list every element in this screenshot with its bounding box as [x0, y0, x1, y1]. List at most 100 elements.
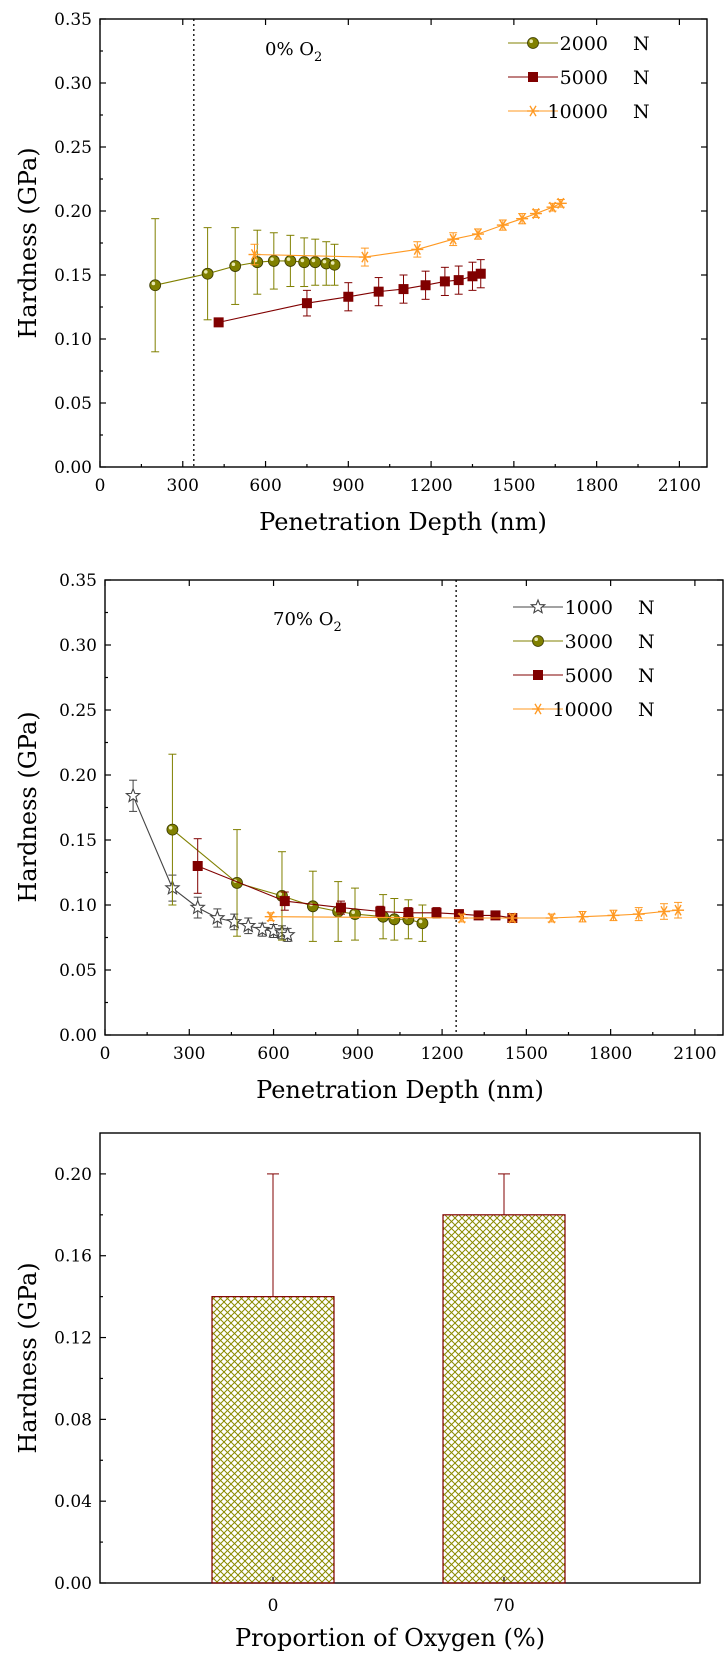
asterisk-stroke: [609, 909, 618, 921]
star-marker: [240, 917, 257, 933]
data-point: [229, 260, 242, 272]
data-point: [506, 912, 519, 924]
series-line: [218, 273, 481, 323]
x-tick-label: 70: [493, 1596, 515, 1616]
bar-0: [211, 1173, 335, 1584]
square-marker: [373, 286, 384, 297]
axis-ticks: [104, 579, 723, 1036]
y-tick-label: 0.20: [54, 1165, 92, 1185]
data-point: [439, 276, 450, 287]
x-tick-label: 1500: [505, 1044, 548, 1064]
data-point: [403, 907, 414, 918]
legend-label: 10000: [553, 699, 613, 721]
data-point: [411, 243, 424, 255]
star-marker: [254, 921, 271, 937]
circle-marker: [149, 279, 162, 292]
star-marker: [279, 926, 296, 942]
data-point: [358, 251, 371, 263]
chart-0-percent-oxygen: 0 300 600 900 1200 1500 1800 2100 0.000.050.100…: [14, 10, 708, 536]
x-tick-label: 1800: [575, 476, 618, 496]
star-marker: [529, 598, 547, 614]
series-layer: [149, 197, 567, 353]
marker-highlight: [286, 257, 291, 261]
x-axis-label: Penetration Depth (nm): [259, 508, 547, 536]
legend-marker: [529, 598, 547, 614]
y-axis-label: Hardness (GPa): [14, 1262, 42, 1453]
data-point: [301, 298, 312, 309]
asterisk-stroke: [413, 243, 421, 255]
square-marker: [279, 896, 290, 907]
data-point: [284, 255, 297, 267]
marker-highlight: [168, 826, 173, 830]
y-tick-label: 0.12: [54, 1329, 92, 1349]
axis-ticks: [99, 18, 707, 468]
marker-highlight: [231, 262, 236, 267]
asterisk-stroke: [534, 703, 542, 715]
square-marker: [192, 861, 203, 871]
x-tick-label: 1500: [492, 476, 535, 496]
data-point: [189, 899, 206, 915]
data-point: [279, 896, 290, 907]
star-marker: [124, 787, 142, 803]
data-point: [226, 913, 243, 929]
asterisk-stroke: [267, 911, 275, 923]
y-tick-labels: 0.00 0.05 0.10 0.15 0.20 0.25 0.30 0.35: [54, 10, 92, 478]
x-tick-label: 2100: [658, 476, 701, 496]
data-point: [328, 258, 341, 271]
marker-highlight: [529, 39, 533, 43]
data-point: [388, 913, 401, 926]
asterisk-stroke: [578, 911, 587, 923]
x-axis-label: Proportion of Oxygen (%): [235, 1624, 545, 1652]
x-tick-labels: 0 300 600 900 1200 1500 1800 2100: [95, 476, 701, 496]
circle-marker: [284, 255, 297, 267]
square-marker: [528, 72, 538, 82]
legend-label: 3000: [565, 631, 613, 653]
legend-label: 5000: [560, 67, 608, 89]
x-tick-label: 1800: [589, 1044, 632, 1064]
marker-highlight: [534, 637, 538, 641]
series-2000: [149, 218, 341, 353]
asterisk-stroke: [361, 251, 369, 263]
circle-marker: [416, 917, 429, 930]
legend-label: 2000: [560, 33, 608, 55]
x-tick-label: 1200: [409, 476, 452, 496]
series-10000: [264, 901, 685, 924]
oxygen-annotation: 70% O2: [273, 609, 342, 635]
legend-unit: N: [638, 631, 655, 653]
circle-marker: [229, 260, 242, 272]
square-marker: [398, 284, 409, 295]
legend-marker: [527, 105, 539, 117]
x-tick-label: 300: [167, 476, 199, 496]
y-tick-label: 0.15: [59, 831, 97, 851]
circle-marker: [201, 267, 214, 280]
asterisk-stroke: [548, 912, 556, 924]
x-tick-label: 900: [342, 1044, 374, 1064]
data-point: [213, 317, 224, 328]
square-marker: [301, 298, 312, 309]
x-tick-label: 600: [249, 476, 281, 496]
y-tick-label: 0.25: [59, 701, 97, 721]
data-point: [124, 787, 142, 803]
asterisk-stroke: [250, 248, 259, 261]
y-tick-label: 0.08: [54, 1410, 92, 1430]
square-marker: [453, 275, 464, 286]
data-point: [471, 228, 484, 240]
circle-marker: [527, 37, 539, 49]
x-tick-label: 2100: [673, 1044, 716, 1064]
circle-marker: [532, 635, 544, 647]
data-point: [420, 280, 431, 291]
circle-marker: [306, 900, 319, 913]
y-tick-label: 0.10: [59, 896, 97, 916]
marker-highlight: [204, 270, 208, 274]
y-tick-label: 0.00: [54, 1574, 92, 1594]
data-point: [267, 255, 280, 267]
circle-marker: [309, 256, 322, 269]
legend-label: 1000: [565, 597, 613, 619]
legend-entry-10000: 10000 N: [513, 699, 655, 721]
legend-label: 10000: [548, 101, 608, 123]
data-point: [545, 912, 558, 924]
y-tick-label: 0.05: [59, 961, 97, 981]
marker-highlight: [311, 258, 316, 263]
circle-marker: [388, 913, 401, 926]
square-marker: [343, 291, 354, 302]
